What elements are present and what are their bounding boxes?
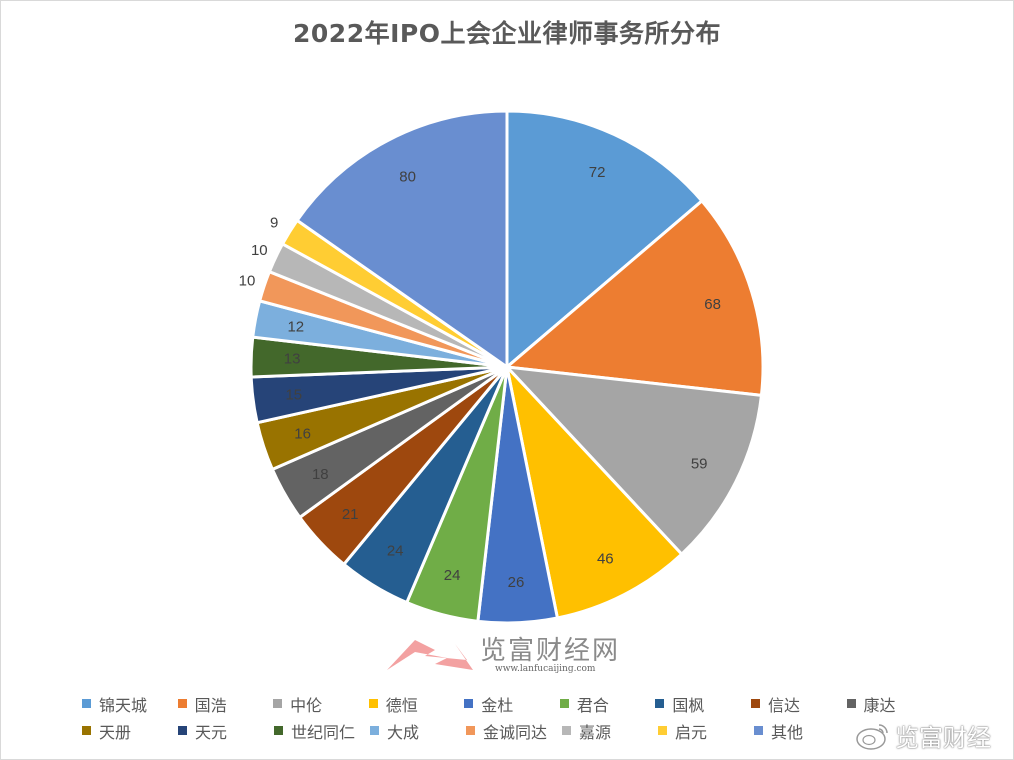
- legend-swatch-icon: [466, 726, 475, 735]
- site-watermark-url: www.lanfucaijing.com: [495, 664, 596, 674]
- legend-item: 天册: [82, 719, 178, 743]
- legend-swatch-icon: [274, 726, 283, 735]
- legend-label: 天元: [195, 722, 228, 742]
- chart-title: 2022年IPO上会企业律师事务所分布: [293, 19, 721, 48]
- weibo-watermark: 览富财经: [855, 718, 991, 753]
- legend-item: 天元: [178, 719, 274, 743]
- legend-swatch-icon: [178, 726, 187, 735]
- data-label: 21: [342, 506, 359, 523]
- weibo-watermark-name: 览富财经: [895, 724, 991, 752]
- data-label: 9: [270, 215, 278, 232]
- legend-item: 康达: [846, 692, 943, 716]
- legend-swatch-icon: [82, 726, 91, 735]
- data-label: 13: [284, 351, 301, 368]
- pie-slice-锦天城: [505, 109, 704, 371]
- data-label: 16: [294, 426, 311, 443]
- data-label: 72: [589, 164, 606, 181]
- legend-label: 国浩: [194, 695, 227, 715]
- legend-item: 锦天城: [82, 692, 178, 716]
- data-label: 24: [387, 543, 404, 560]
- legend-item: 其他: [754, 719, 850, 743]
- legend-item: 中伦: [273, 692, 369, 716]
- legend-item: 金诚同达: [466, 719, 562, 743]
- legend-label: 君合: [576, 695, 609, 715]
- weibo-icon: [856, 723, 888, 750]
- legend-label: 其他: [771, 722, 804, 742]
- legend-row: 天册 天元 世纪同仁 大成 金诚同达 嘉源 启元 其他: [82, 717, 942, 744]
- legend-label: 大成: [387, 722, 420, 742]
- legend-item: 德恒: [368, 692, 465, 716]
- data-label: 18: [312, 466, 329, 483]
- legend-label: 康达: [863, 695, 896, 715]
- legend-swatch-icon: [368, 699, 378, 708]
- data-label: 80: [399, 168, 416, 185]
- legend-item: 世纪同仁: [274, 719, 370, 743]
- legend-row: 锦天城 国浩 中伦 德恒 金杜 君合 国枫 信达 康达: [82, 690, 942, 717]
- legend-swatch-icon: [273, 699, 283, 708]
- pie-slice-其他: [295, 109, 509, 370]
- data-label: 24: [444, 567, 461, 584]
- legend-swatch-icon: [846, 699, 856, 708]
- data-label: 10: [239, 273, 256, 290]
- lightning-logo-icon: [387, 640, 473, 670]
- legend-label: 信达: [767, 695, 800, 715]
- legend-swatch-icon: [82, 699, 91, 708]
- data-label: 12: [287, 319, 304, 336]
- legend-item: 启元: [658, 719, 754, 743]
- legend-label: 锦天城: [99, 695, 148, 715]
- data-label: 10: [251, 242, 268, 259]
- site-watermark: 览富财经网 www.lanfucaijing.com: [385, 628, 635, 678]
- legend-item: 国浩: [177, 692, 274, 716]
- legend-label: 天册: [99, 722, 132, 742]
- legend-item: 大成: [370, 719, 466, 743]
- legend-swatch-icon: [177, 699, 187, 708]
- data-label: 46: [597, 550, 614, 567]
- data-label: 68: [704, 296, 721, 313]
- legend-swatch-icon: [658, 726, 667, 735]
- legend-label: 中伦: [290, 695, 323, 715]
- legend-item: 金杜: [464, 692, 560, 716]
- legend-label: 国枫: [672, 695, 705, 715]
- site-watermark-name: 览富财经网: [480, 636, 621, 666]
- legend-swatch-icon: [559, 699, 569, 708]
- pie-slice-德恒: [504, 362, 684, 620]
- legend-swatch-icon: [370, 726, 379, 735]
- legend-swatch-icon: [754, 726, 763, 735]
- legend-swatch-icon: [464, 699, 474, 708]
- legend-label: 德恒: [385, 695, 418, 715]
- data-label: 59: [691, 456, 708, 473]
- data-label: 26: [508, 574, 525, 591]
- legend-item: 嘉源: [562, 719, 658, 743]
- legend-label: 金诚同达: [483, 722, 548, 742]
- legend-swatch-icon: [562, 726, 571, 735]
- pie-slice-中伦: [503, 365, 764, 557]
- legend-swatch-icon: [750, 699, 760, 708]
- legend-swatch-icon: [655, 699, 665, 708]
- legend-label: 嘉源: [579, 722, 612, 742]
- data-label: 15: [285, 387, 302, 404]
- legend-label: 金杜: [481, 695, 514, 715]
- chart-legend: 锦天城 国浩 中伦 德恒 金杜 君合 国枫 信达 康达 天册 天元 世纪同仁 大成 金诚同达 嘉源 启元 其他: [82, 690, 942, 744]
- legend-label: 启元: [675, 722, 708, 742]
- legend-label: 世纪同仁: [291, 722, 356, 742]
- legend-item: 国枫: [655, 692, 751, 716]
- pie-slice-国浩: [503, 198, 765, 398]
- legend-item: 君合: [559, 692, 656, 716]
- legend-item: 信达: [750, 692, 847, 716]
